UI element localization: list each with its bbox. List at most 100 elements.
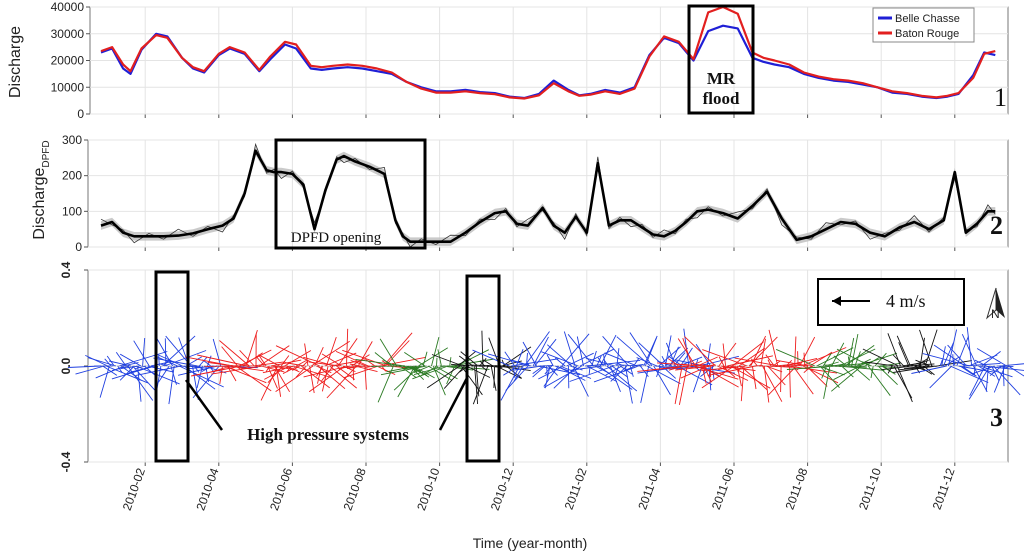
wind-vector — [104, 358, 112, 367]
wind-vector — [259, 345, 290, 367]
wind-vector — [836, 348, 871, 367]
wind-vector — [887, 365, 893, 374]
panel-1-ytick-label: 30000 — [51, 27, 85, 41]
wind-vector — [357, 365, 371, 367]
wind-vector — [158, 363, 168, 367]
wind-vector — [541, 351, 579, 367]
wind-vector — [221, 346, 238, 367]
wind-vector — [956, 336, 969, 367]
wind-vector — [304, 343, 309, 367]
wind-vector — [768, 329, 779, 367]
wind-vector — [968, 365, 991, 400]
wind-vector — [569, 365, 583, 371]
wind-vector — [382, 359, 396, 367]
wind-vector — [669, 346, 679, 367]
wind-vector — [896, 365, 913, 403]
wind-vector — [326, 365, 357, 399]
wind-vector — [380, 365, 427, 376]
wind-vector — [544, 365, 553, 375]
wind-vector — [976, 348, 1007, 367]
wind-vector — [636, 357, 658, 367]
wind-vector — [785, 359, 793, 367]
wind-vector — [892, 354, 905, 367]
wind-vector — [784, 357, 818, 367]
wind-vector — [605, 365, 623, 376]
wind-vector — [212, 338, 222, 367]
wind-vector — [379, 338, 398, 367]
wind-vector — [700, 365, 715, 377]
x-tick-label: 2011-02 — [562, 466, 590, 512]
wind-vector — [991, 365, 1000, 381]
wind-vector — [252, 361, 286, 367]
wind-vector — [193, 365, 200, 373]
wind-vector — [260, 365, 279, 401]
x-tick-label: 2010-08 — [341, 466, 369, 512]
wind-vector — [823, 364, 844, 367]
scale-label: 4 m/s — [886, 291, 926, 311]
wind-vector — [500, 365, 520, 401]
scale-arrowhead — [832, 296, 841, 306]
x-tick-label: 2010-02 — [120, 466, 148, 512]
wind-vector — [939, 359, 943, 367]
wind-vector — [1008, 365, 1024, 377]
wind-vector — [413, 365, 445, 376]
mr-flood-label-line2: flood — [703, 89, 740, 108]
wind-vector — [838, 365, 885, 371]
wind-vector — [799, 336, 816, 367]
wind-vector — [952, 359, 956, 367]
x-tick-label: 2011-08 — [783, 466, 811, 512]
wind-vector — [198, 356, 208, 367]
wind-vector — [115, 352, 127, 367]
wind-vector — [966, 327, 973, 367]
wind-vector — [692, 365, 703, 393]
north-label: N — [991, 307, 1000, 321]
wind-vector — [431, 336, 440, 367]
wind-vector — [831, 342, 845, 367]
wind-vector — [102, 365, 118, 376]
north-arrow-icon: N — [986, 287, 1005, 321]
wind-vector — [472, 349, 510, 367]
wind-vector — [335, 350, 369, 367]
wind-vector — [85, 354, 108, 367]
wind-vector — [275, 365, 314, 392]
wind-vector — [674, 365, 683, 405]
wind-vector — [610, 365, 628, 382]
wind-vector — [308, 361, 340, 367]
wind-vector — [427, 365, 453, 381]
wind-vector — [324, 352, 357, 367]
wind-vector — [413, 365, 430, 374]
wind-vector — [472, 365, 489, 405]
wind-vector — [377, 365, 394, 403]
wind-vector — [75, 365, 105, 375]
dpfd-opening-label: DPFD opening — [291, 230, 382, 246]
wind-vector — [505, 365, 529, 391]
wind-vector — [120, 365, 140, 370]
wind-vector — [993, 365, 1006, 393]
wind-vector — [268, 365, 288, 368]
wind-vector — [822, 352, 832, 367]
wind-vector — [765, 354, 775, 367]
wind-vector — [959, 365, 974, 376]
wind-vector — [973, 365, 976, 376]
wind-vector — [546, 354, 554, 367]
wind-vector — [487, 353, 530, 367]
wind-vector — [767, 365, 786, 386]
wind-vector — [767, 359, 772, 367]
wind-vector — [831, 365, 862, 392]
wind-vector — [693, 365, 739, 380]
wind-vector — [466, 365, 491, 378]
wind-vector — [534, 338, 557, 367]
wind-vector — [611, 365, 629, 378]
wind-vector — [701, 365, 746, 372]
wind-vector — [700, 365, 739, 388]
wind-vector — [443, 365, 465, 389]
panel-2-uncertainty-band — [101, 146, 996, 246]
wind-vector — [525, 352, 528, 367]
wind-vector — [245, 329, 258, 367]
wind-vector — [947, 329, 958, 367]
panel-1-ytick-label: 0 — [77, 107, 84, 121]
wind-vector — [119, 353, 142, 367]
wind-vector — [806, 365, 828, 387]
wind-vector — [656, 365, 661, 378]
panel-2-frame — [87, 139, 1009, 248]
